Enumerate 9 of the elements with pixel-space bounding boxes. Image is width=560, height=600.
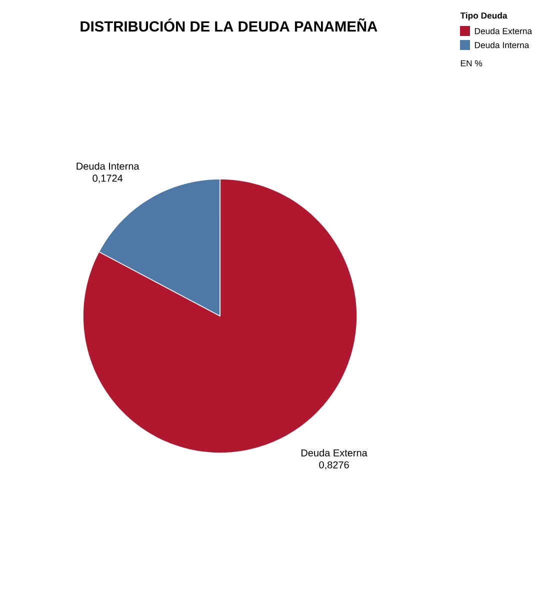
slice-label: Deuda Interna bbox=[76, 162, 140, 170]
legend-label: Deuda Externa bbox=[474, 28, 532, 34]
text: EN % bbox=[460, 60, 482, 66]
chart-title: DISTRIBUCIÓN DE LA DEUDA PANAMEÑA bbox=[80, 18, 378, 32]
legend-label: Deuda Interna bbox=[474, 42, 530, 48]
data-label: 0,1724 bbox=[92, 174, 123, 183]
slice-label: Deuda Externa bbox=[302, 449, 368, 456]
data-label: 0,8276 bbox=[319, 461, 349, 470]
legend-title: Tipo Deuda bbox=[460, 12, 508, 20]
